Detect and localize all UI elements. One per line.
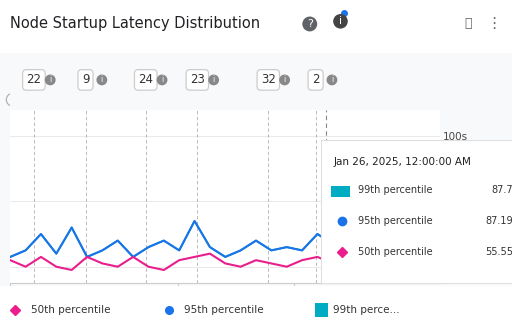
Text: 95th percentile: 95th percentile — [184, 305, 264, 315]
Text: Jan 26, 2025, 12:00:00 AM: Jan 26, 2025, 12:00:00 AM — [333, 157, 472, 167]
Text: i: i — [161, 75, 163, 85]
Text: ?: ? — [307, 19, 313, 29]
Text: 22: 22 — [27, 73, 41, 87]
Text: ?: ? — [10, 95, 15, 105]
Text: 50th percentile: 50th percentile — [358, 247, 433, 257]
Text: 32: 32 — [261, 73, 276, 87]
Text: 50th percentile: 50th percentile — [31, 305, 110, 315]
Text: i: i — [331, 75, 333, 85]
Text: i: i — [49, 75, 51, 85]
Text: ⋮: ⋮ — [486, 16, 502, 32]
Text: 23: 23 — [190, 73, 205, 87]
Text: i: i — [339, 16, 342, 26]
Text: 99th perce...: 99th perce... — [333, 305, 399, 315]
Text: 87.19s: 87.19s — [485, 216, 512, 226]
Text: 2: 2 — [312, 73, 319, 87]
Text: i: i — [101, 75, 103, 85]
Text: i: i — [284, 75, 286, 85]
Text: 24: 24 — [138, 73, 153, 87]
Text: Node Startup Latency Distribution: Node Startup Latency Distribution — [10, 16, 261, 32]
Text: 9: 9 — [82, 73, 89, 87]
Text: i: i — [212, 75, 215, 85]
Text: ⩢: ⩢ — [465, 17, 472, 31]
Bar — [315, 303, 328, 317]
Bar — [331, 186, 350, 197]
Text: 95th percentile: 95th percentile — [358, 216, 433, 226]
Text: 99th percentile: 99th percentile — [358, 185, 433, 195]
Text: 87.7s: 87.7s — [491, 185, 512, 195]
Text: 55.55s: 55.55s — [485, 247, 512, 257]
